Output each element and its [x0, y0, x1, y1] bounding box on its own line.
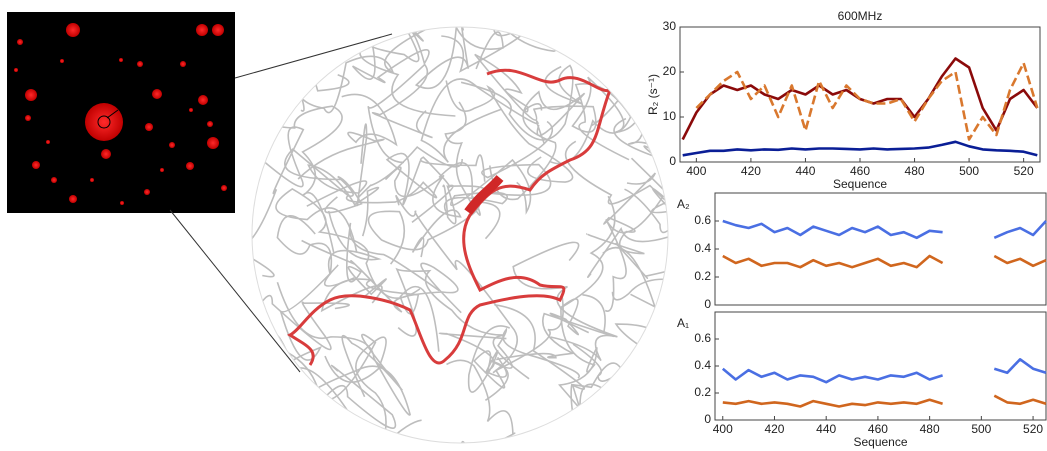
microscopy-image	[7, 12, 235, 213]
protein-strand	[345, 152, 438, 206]
y-tick-label: 20	[663, 64, 677, 78]
y-tick-label: 0	[669, 154, 676, 168]
y-axis-label: R₂ (s⁻¹)	[646, 74, 660, 115]
protein-strand	[395, 267, 530, 380]
protein-strand	[356, 123, 463, 207]
protein-strand	[411, 120, 553, 224]
protein-strand	[614, 287, 668, 363]
microscopy-background	[7, 12, 235, 213]
protein-strand	[414, 27, 504, 90]
protein-strand	[570, 343, 624, 423]
protein-strand	[446, 359, 516, 443]
protein-strand	[613, 117, 668, 195]
protein-strand	[284, 148, 363, 214]
protein-strand	[268, 27, 424, 42]
protein-strand	[602, 213, 668, 314]
highlighted-chain	[287, 68, 613, 366]
y-axis-label: A₂	[677, 197, 690, 211]
protein-strand	[549, 195, 616, 336]
x-tick-label: 460	[868, 422, 888, 436]
protein-strand	[306, 164, 380, 237]
x-tick-label: 500	[971, 422, 991, 436]
protein-strand	[444, 101, 501, 240]
droplets	[14, 23, 227, 205]
protein-strand	[252, 126, 305, 278]
x-tick-label: 520	[1014, 164, 1034, 178]
x-tick-label: 520	[1023, 422, 1043, 436]
protein-strand	[445, 80, 574, 183]
y-tick-label: 0.4	[694, 358, 711, 372]
series-line	[722, 254, 1047, 269]
zoom-line	[234, 33, 393, 79]
x-tick-label: 460	[850, 164, 870, 178]
protein-strand	[611, 262, 668, 311]
x-axis-label: Sequence	[833, 177, 887, 191]
x-tick-label: 480	[920, 422, 940, 436]
protein-strand	[624, 102, 668, 234]
protein-strand	[252, 364, 397, 441]
x-tick-label: 440	[795, 164, 815, 178]
protein-strand	[297, 93, 398, 180]
protein-strand	[460, 64, 583, 141]
zoom-marker-line	[106, 109, 119, 119]
protein-strand	[384, 166, 462, 258]
y-tick-label: 0.2	[694, 269, 711, 283]
protein-strand	[276, 282, 411, 425]
charts: 600MHz 0 10 20 30 400 420 440 460 480 500 520 Sequen…	[646, 9, 1047, 449]
protein-strand	[484, 327, 580, 401]
series-line	[721, 358, 1047, 384]
protein-strand	[324, 336, 422, 443]
protein-strand	[496, 294, 615, 361]
series-line	[695, 61, 1039, 141]
protein-strand	[473, 294, 564, 389]
protein-strand	[275, 187, 421, 299]
protein-strand	[443, 158, 532, 215]
zoom-circle	[251, 26, 669, 444]
protein-strand	[252, 375, 257, 443]
helix	[464, 175, 504, 215]
x-axis-label: Sequence	[853, 435, 907, 449]
y-tick-label: 0.4	[694, 241, 711, 255]
plot-frame	[714, 192, 1047, 306]
protein-strand	[252, 294, 350, 368]
plot-frame	[679, 26, 1041, 163]
x-tick-label: 400	[686, 164, 706, 178]
y-tick-label: 0	[704, 412, 711, 426]
protein-strand	[367, 63, 433, 164]
zoom-line	[169, 209, 301, 373]
y-tick-label: 0.2	[694, 385, 711, 399]
protein-strand	[367, 161, 481, 265]
protein-strand	[586, 172, 657, 255]
y-tick-label: 0.6	[694, 331, 711, 345]
x-tick-label: 480	[905, 164, 925, 178]
series-line	[722, 394, 1047, 408]
zoom-marker	[97, 115, 111, 129]
x-tick-label: 400	[713, 422, 733, 436]
series-line	[722, 219, 1047, 240]
y-tick-label: 0.6	[694, 213, 711, 227]
y-axis-label: A₁	[677, 316, 689, 330]
y-tick-label: 10	[663, 109, 677, 123]
chart-title: 600MHz	[838, 9, 883, 23]
protein-strand	[359, 27, 456, 117]
x-tick-label: 440	[816, 422, 836, 436]
protein-strand	[564, 140, 668, 228]
protein-strand	[474, 53, 543, 121]
y-tick-label: 0	[704, 297, 711, 311]
series-line	[682, 140, 1038, 157]
protein-strand	[276, 210, 382, 275]
protein-strand	[257, 97, 343, 253]
x-tick-label: 500	[959, 164, 979, 178]
x-tick-label: 420	[741, 164, 761, 178]
x-tick-label: 420	[764, 422, 784, 436]
protein-strand	[512, 241, 618, 362]
protein-strand	[395, 194, 518, 374]
protein-strand	[533, 76, 649, 133]
y-tick-label: 30	[663, 19, 677, 33]
protein-strand	[438, 325, 511, 393]
